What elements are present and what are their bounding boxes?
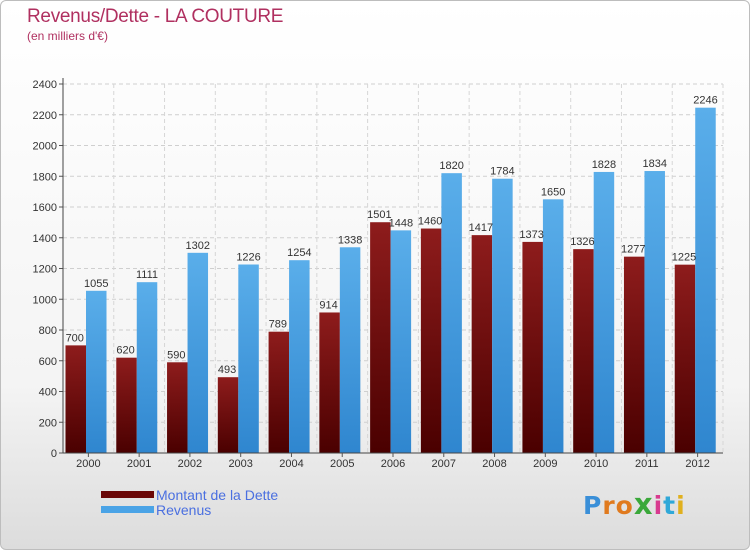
- bar-dette: [370, 222, 391, 453]
- value-label-revenus: 1650: [541, 186, 565, 198]
- bar-revenus: [339, 247, 361, 453]
- bar-revenus: [390, 230, 412, 453]
- value-label-dette: 1460: [418, 216, 442, 228]
- value-label-revenus: 1834: [642, 158, 666, 170]
- x-tick-label: 2010: [584, 458, 608, 470]
- bar-dette: [522, 241, 543, 453]
- bar-dette: [65, 345, 86, 453]
- legend-swatch-revenus: [101, 506, 154, 513]
- y-tick-label: 200: [39, 417, 57, 429]
- logo-letter: t: [663, 491, 677, 520]
- bar-revenus: [289, 260, 310, 453]
- value-label-dette: 493: [218, 364, 236, 376]
- value-label-dette: 1326: [570, 236, 594, 248]
- value-label-dette: 914: [319, 299, 337, 311]
- value-label-revenus: 1448: [389, 217, 413, 229]
- bar-revenus: [86, 290, 107, 453]
- bar-revenus: [136, 282, 158, 453]
- value-label-dette: 789: [269, 319, 287, 331]
- bar-dette: [471, 235, 493, 453]
- bar-dette: [217, 377, 239, 453]
- value-label-revenus: 1055: [84, 278, 108, 290]
- value-label-revenus: 1111: [136, 269, 158, 281]
- y-tick-label: 1800: [33, 171, 57, 183]
- y-tick-label: 1400: [33, 233, 57, 245]
- bar-dette: [268, 331, 290, 453]
- bar-dette: [420, 228, 442, 453]
- value-label-dette: 1225: [672, 252, 696, 264]
- y-tick-label: 800: [39, 325, 57, 337]
- x-tick-label: 2005: [330, 458, 354, 470]
- value-label-revenus: 1828: [592, 159, 616, 171]
- bar-revenus: [644, 171, 665, 453]
- y-tick-label: 2000: [33, 141, 57, 153]
- bar-revenus: [593, 171, 615, 453]
- y-tick-label: 1200: [33, 264, 57, 276]
- chart-title: Revenus/Dette - LA COUTURE: [27, 6, 284, 27]
- logo-letter: P: [583, 491, 603, 520]
- legend-label-debt: Montant de la Dette: [156, 487, 279, 503]
- x-tick-label: 2011: [635, 458, 659, 470]
- value-label-dette: 1277: [621, 244, 645, 256]
- value-label-revenus: 1338: [338, 234, 362, 246]
- logo-letter: x: [633, 487, 654, 521]
- y-tick-label: 400: [39, 387, 57, 399]
- x-tick-label: 2009: [533, 458, 557, 470]
- x-tick-label: 2008: [482, 458, 506, 470]
- legend-swatch-debt: [101, 491, 154, 498]
- value-label-dette: 1417: [469, 222, 493, 234]
- bar-dette: [167, 362, 188, 453]
- value-label-dette: 1501: [367, 209, 391, 221]
- y-tick-label: 600: [39, 356, 57, 368]
- value-label-dette: 1373: [519, 229, 543, 241]
- bar-revenus: [441, 173, 462, 454]
- value-label-revenus: 1254: [287, 247, 311, 259]
- x-tick-label: 2012: [685, 458, 709, 470]
- value-label-revenus: 1784: [490, 166, 514, 178]
- bar-dette: [116, 357, 137, 453]
- value-label-revenus: 1226: [236, 252, 260, 264]
- y-tick-label: 2200: [33, 110, 57, 122]
- y-tick-label: 2400: [33, 79, 57, 91]
- logo-letter: i: [676, 491, 686, 520]
- x-tick-label: 2001: [127, 458, 151, 470]
- chart-subtitle: (en milliers d'€): [27, 29, 108, 43]
- x-tick-label: 2006: [381, 458, 405, 470]
- bar-dette: [623, 256, 645, 453]
- bar-revenus: [542, 199, 564, 453]
- y-tick-label: 1000: [33, 294, 57, 306]
- bar-revenus: [492, 178, 513, 453]
- value-label-revenus: 1820: [439, 160, 463, 172]
- bar-dette: [573, 249, 594, 453]
- bar-revenus: [695, 107, 716, 454]
- bar-dette: [319, 312, 340, 453]
- bar-revenus: [187, 252, 209, 453]
- proxiti-logo: Proxiti: [583, 487, 686, 521]
- x-tick-label: 2007: [432, 458, 456, 470]
- value-label-revenus: 2246: [693, 95, 717, 107]
- logo-letter: o: [615, 491, 634, 520]
- value-label-revenus: 1302: [186, 240, 210, 252]
- x-tick-label: 2003: [228, 458, 252, 470]
- y-tick-label: 1600: [33, 202, 57, 214]
- value-label-dette: 590: [167, 349, 185, 361]
- value-label-dette: 700: [66, 332, 84, 344]
- value-label-dette: 620: [116, 345, 134, 357]
- x-tick-label: 2000: [76, 458, 100, 470]
- bar-revenus: [238, 264, 259, 453]
- logo-letter: r: [602, 491, 616, 520]
- bar-dette: [674, 264, 696, 453]
- x-tick-label: 2004: [279, 458, 303, 470]
- legend-label-revenus: Revenus: [156, 502, 212, 518]
- x-tick-label: 2002: [178, 458, 202, 470]
- logo-letter: i: [653, 491, 664, 520]
- y-tick-label: 0: [51, 448, 57, 460]
